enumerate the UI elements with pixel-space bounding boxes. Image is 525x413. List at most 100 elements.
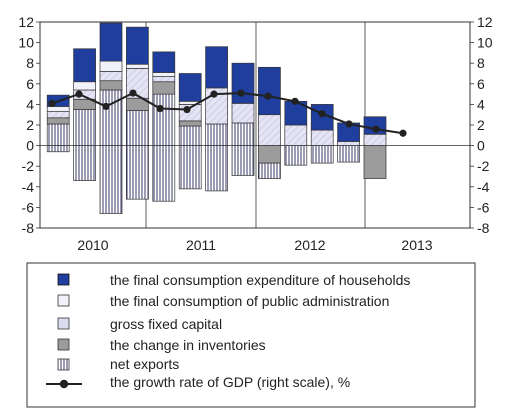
bar-net-exports-6 [205, 123, 228, 146]
bar-gross-fixed-capital-8 [258, 114, 281, 146]
x-year-label-2010: 2010 [77, 237, 108, 253]
bar-net-exports-neg-6 [205, 145, 228, 192]
bar-net-exports-neg-0 [46, 145, 70, 153]
y-label-left-1: 10 [18, 35, 34, 51]
y-label-right-0: 12 [477, 14, 493, 30]
bar-households-7 [231, 62, 255, 104]
bar-gross-fixed-capital-4 [152, 76, 176, 83]
legend: the final consumption expenditure of hou… [26, 262, 476, 408]
legend-label-gross-fixed-capital: gross fixed capital [110, 316, 222, 332]
bar-net-exports-neg-4 [152, 145, 176, 202]
bar-net-exports-4 [152, 93, 176, 146]
gdp-point-11 [345, 120, 353, 128]
gdp-point-0 [48, 99, 56, 107]
x-year-label-2013: 2013 [401, 237, 432, 253]
bar-gross-fixed-capital-7 [231, 103, 255, 124]
bar-net-exports-neg-7 [231, 145, 255, 176]
bar-households-6 [205, 46, 228, 89]
y-label-right-8: -4 [477, 179, 490, 195]
x-year-label-2012: 2012 [294, 237, 325, 253]
y-label-left-2: 8 [26, 55, 34, 71]
bar-net-exports-neg-8 [258, 162, 281, 179]
gdp-point-1 [75, 90, 83, 98]
y-label-left-7: -2 [22, 158, 35, 174]
bar-gross-fixed-capital-0 [46, 111, 70, 119]
bar-net-exports-2 [99, 89, 123, 146]
bar-net-exports-7 [231, 122, 255, 146]
legend-swatch-gdp-marker [59, 379, 69, 389]
legend-label-net-exports: net exports [110, 356, 179, 372]
y-label-left-6: 0 [26, 138, 34, 154]
legend-label-inventories: the change in inventories [110, 337, 266, 353]
bar-public-admin-0 [46, 106, 70, 112]
gdp-point-9 [291, 97, 299, 105]
bar-inventories-neg-8 [258, 145, 281, 164]
bar-inventories-neg-12 [363, 145, 387, 179]
y-label-right-1: 10 [477, 35, 493, 51]
gdp-point-4 [156, 104, 164, 113]
y-label-right-4: 4 [477, 96, 485, 112]
bar-net-exports-5 [178, 125, 202, 146]
bar-households-5 [178, 73, 202, 102]
bar-net-exports-neg-5 [178, 145, 202, 190]
bar-gross-fixed-capital-2 [99, 71, 123, 82]
legend-swatch-public-admin [57, 294, 70, 307]
bar-public-admin-2 [99, 60, 123, 72]
legend-box [26, 262, 476, 408]
bar-inventories-2 [99, 80, 123, 91]
gdp-point-12 [372, 125, 380, 133]
x-year-label-2011: 2011 [186, 237, 216, 253]
y-label-right-6: 0 [477, 138, 485, 154]
bar-net-exports-3 [126, 110, 149, 146]
y-label-right-2: 8 [477, 55, 485, 71]
bar-net-exports-0 [46, 123, 70, 146]
legend-swatch-net-exports [57, 358, 70, 371]
y-label-left-8: -4 [22, 179, 35, 195]
bar-households-4 [152, 51, 176, 73]
bar-public-admin-4 [152, 72, 176, 77]
legend-swatch-inventories [57, 338, 70, 351]
bar-net-exports-neg-3 [126, 145, 149, 200]
legend-label-gdp: the growth rate of GDP (right scale), % [110, 374, 350, 390]
bar-gross-fixed-capital-12 [363, 133, 387, 146]
gdp-point-3 [129, 89, 137, 97]
legend-label-households: the final consumption expenditure of hou… [110, 272, 410, 288]
y-label-left-4: 4 [26, 96, 34, 112]
gdp-point-2 [102, 102, 110, 111]
gdp-line [51, 91, 404, 135]
bar-net-exports-neg-2 [99, 145, 123, 214]
legend-swatch-gross-fixed-capital [57, 317, 70, 330]
bar-public-admin-3 [126, 63, 149, 69]
bar-households-1 [73, 48, 96, 83]
bar-net-exports-neg-10 [310, 145, 334, 164]
bar-inventories-4 [152, 81, 176, 95]
axes-group: 12 12 10 10 8 8 6 6 4 4 2 2 0 0 -2 -2 -4 -4 -6 -6 -8 -8 2010 20… [18, 14, 492, 253]
bar-households-8 [258, 66, 281, 116]
y-label-left-3: 6 [26, 76, 34, 92]
bar-public-admin-1 [73, 81, 96, 91]
y-label-right-7: -2 [477, 158, 490, 174]
legend-swatch-households [57, 273, 70, 286]
y-label-left-10: -8 [22, 220, 35, 236]
gdp-point-13 [399, 129, 407, 137]
gdp-point-7 [237, 89, 245, 97]
y-label-left-9: -6 [22, 199, 35, 215]
y-label-right-10: -8 [477, 220, 490, 236]
y-label-right-9: -6 [477, 199, 490, 215]
bar-gross-fixed-capital-9 [284, 124, 308, 146]
gdp-point-6 [210, 90, 218, 98]
bar-households-2 [99, 22, 123, 62]
bar-net-exports-neg-11 [337, 145, 360, 163]
bar-inventories-5 [178, 120, 202, 127]
bar-gross-fixed-capital-10 [310, 129, 334, 146]
bar-net-exports-neg-1 [73, 145, 96, 181]
bar-inventories-0 [46, 117, 70, 125]
y-label-left-0: 12 [18, 14, 34, 30]
y-label-right-5: 2 [477, 117, 485, 133]
gdp-point-8 [264, 92, 272, 100]
gdp-point-5 [183, 105, 191, 114]
bar-gross-fixed-capital-11 [337, 141, 360, 146]
gdp-line-group [48, 89, 407, 137]
legend-label-public-admin: the final consumption of public administ… [110, 293, 389, 309]
